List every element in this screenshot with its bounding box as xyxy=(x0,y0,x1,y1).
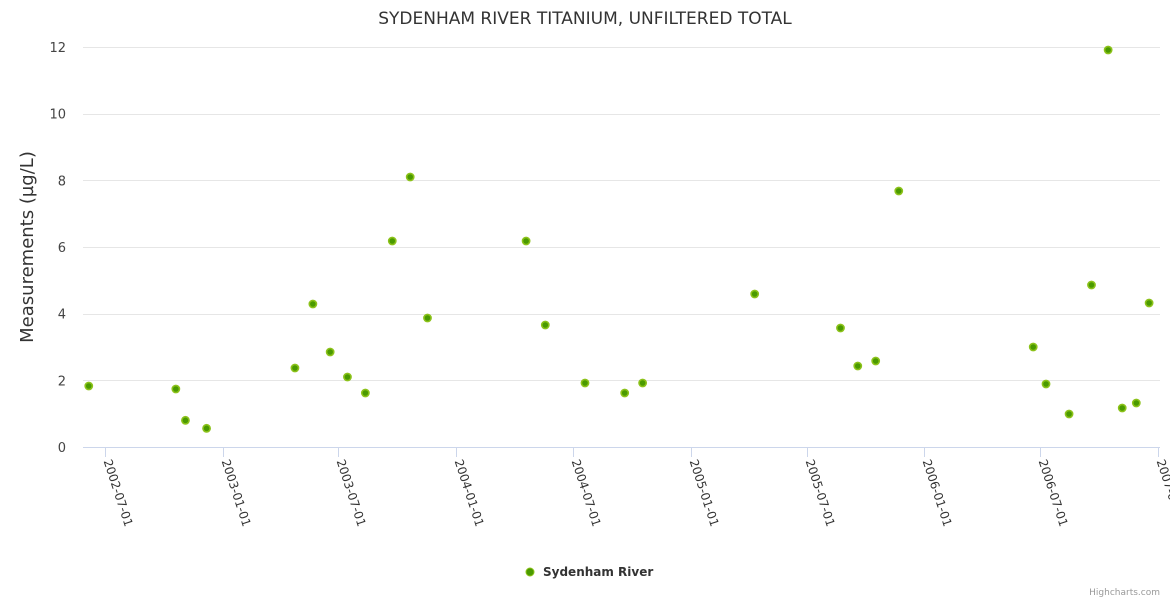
data-point[interactable] xyxy=(871,356,881,366)
x-axis-ticks: 2002-07-01 2003-01-01 2003-07-01 2004-01-01… xyxy=(101,447,1170,528)
data-point[interactable] xyxy=(171,384,181,394)
x-tick-label: 2006-01-01 xyxy=(920,458,955,529)
data-point[interactable] xyxy=(360,388,370,398)
data-point[interactable] xyxy=(836,323,845,333)
data-point[interactable] xyxy=(1103,45,1113,55)
data-point[interactable] xyxy=(290,363,300,373)
x-tick-label: 2007-01-01 xyxy=(1154,458,1170,529)
y-tick-label: 2 xyxy=(58,374,66,389)
data-point[interactable] xyxy=(1041,379,1051,389)
data-point[interactable] xyxy=(423,313,432,323)
x-tick-label: 2003-07-01 xyxy=(334,458,369,529)
data-point[interactable] xyxy=(1144,298,1154,308)
x-tick-label: 2004-01-01 xyxy=(452,458,487,529)
data-point[interactable] xyxy=(405,172,415,182)
y-tick-label: 4 xyxy=(58,308,66,323)
data-point[interactable] xyxy=(84,381,94,391)
x-tick-label: 2005-07-01 xyxy=(803,458,838,529)
x-tick-label: 2003-01-01 xyxy=(219,458,254,529)
data-point[interactable] xyxy=(638,378,648,388)
grid-lines xyxy=(83,47,1160,381)
data-point[interactable] xyxy=(1028,342,1038,352)
y-tick-label: 0 xyxy=(58,441,66,456)
x-tick-label: 2005-01-01 xyxy=(687,458,722,529)
data-point[interactable] xyxy=(750,289,760,299)
data-point[interactable] xyxy=(343,372,352,382)
credit-link[interactable]: Highcharts.com xyxy=(1089,588,1160,598)
data-point[interactable] xyxy=(853,361,863,371)
legend-marker-icon xyxy=(525,567,535,577)
data-point[interactable] xyxy=(1117,403,1127,413)
data-point[interactable] xyxy=(620,388,630,398)
data-point[interactable] xyxy=(202,423,211,433)
data-point[interactable] xyxy=(1131,398,1141,408)
y-tick-label: 6 xyxy=(58,241,66,256)
data-points xyxy=(84,45,1154,433)
data-point[interactable] xyxy=(181,415,190,425)
data-point[interactable] xyxy=(1064,409,1074,419)
x-tick-label: 2004-07-01 xyxy=(569,458,604,529)
data-point[interactable] xyxy=(540,320,550,330)
y-tick-label: 10 xyxy=(49,108,66,123)
data-point[interactable] xyxy=(521,236,531,246)
data-point[interactable] xyxy=(1087,280,1096,290)
y-axis-label: Measurements (µg/L) xyxy=(17,151,38,343)
legend-label: Sydenham River xyxy=(543,565,653,579)
data-point[interactable] xyxy=(387,236,397,246)
y-axis-ticks: 0 2 4 6 8 10 12 xyxy=(49,41,66,456)
data-point[interactable] xyxy=(308,299,318,309)
chart-title: SYDENHAM RIVER TITANIUM, UNFILTERED TOTA… xyxy=(378,9,792,29)
y-tick-label: 8 xyxy=(58,174,66,189)
data-point[interactable] xyxy=(580,378,590,388)
y-tick-label: 12 xyxy=(49,41,66,56)
legend-item-sydenham-river[interactable]: Sydenham River xyxy=(525,565,653,579)
x-tick-label: 2002-07-01 xyxy=(101,458,136,529)
x-tick-label: 2006-07-01 xyxy=(1036,458,1071,529)
data-point[interactable] xyxy=(325,347,335,357)
data-point[interactable] xyxy=(894,186,904,196)
